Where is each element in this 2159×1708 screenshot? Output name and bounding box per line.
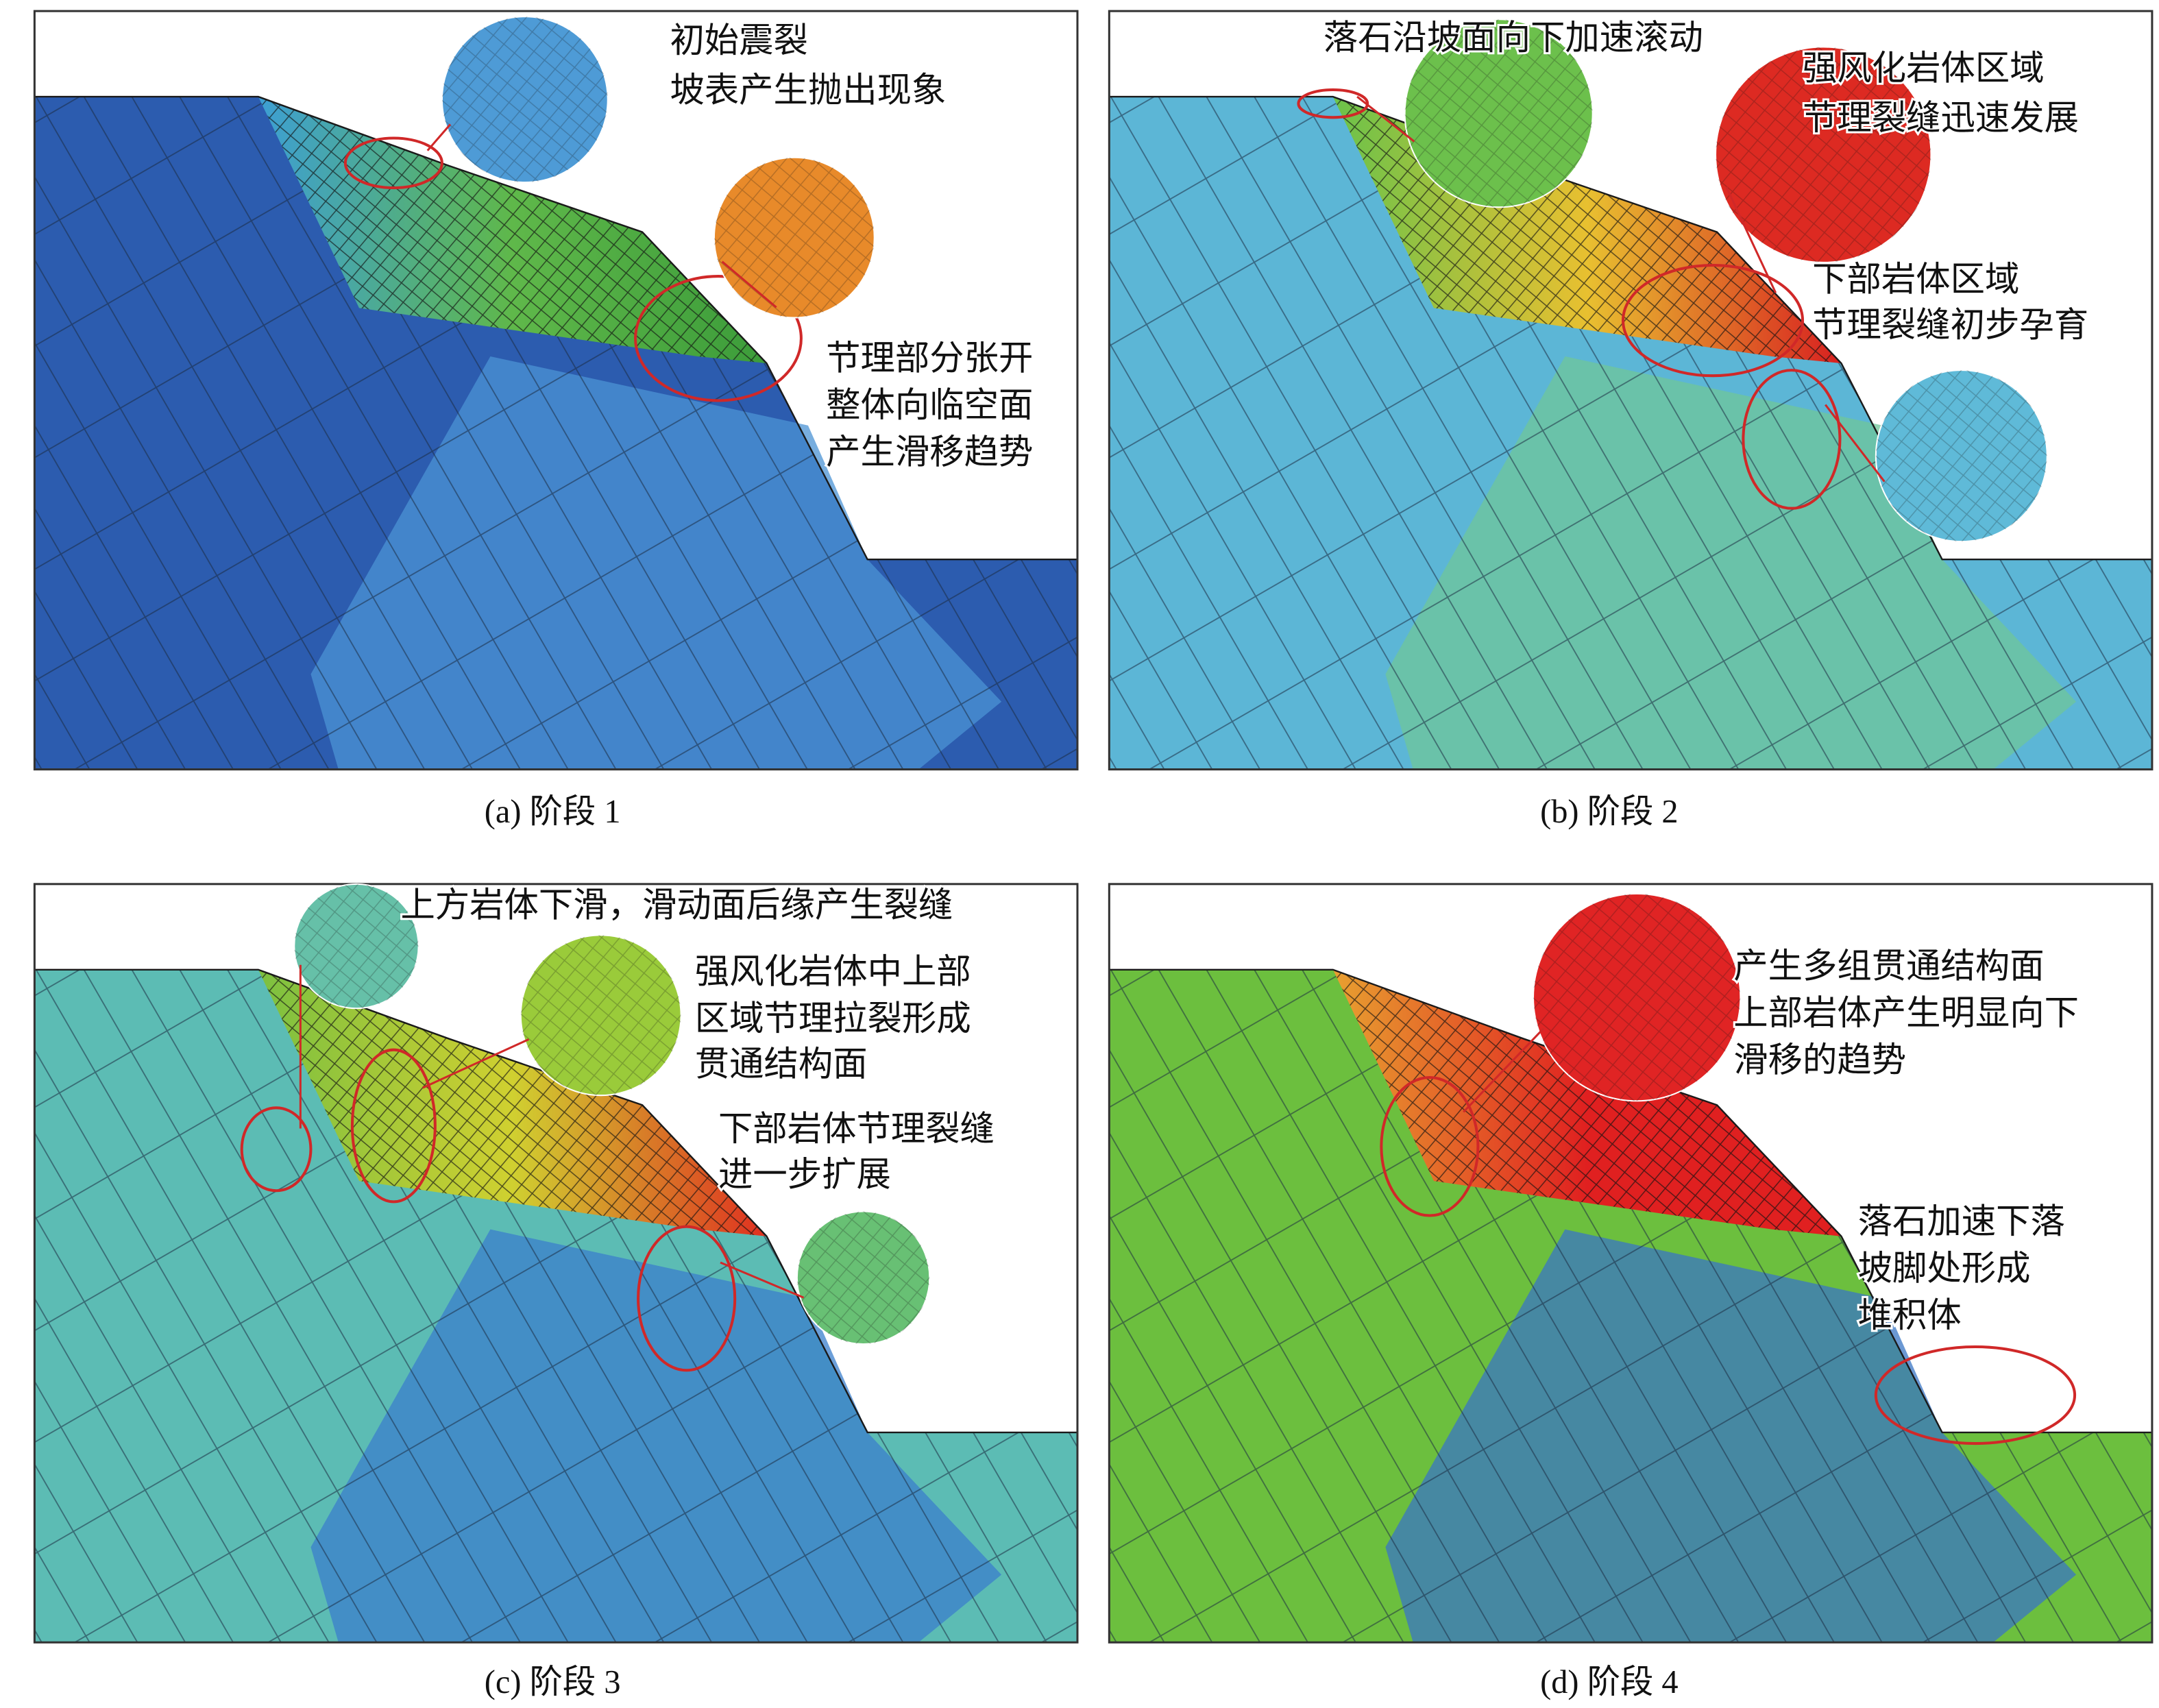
panel-caption: (d) 阶段 4: [1540, 1664, 1678, 1700]
panel: [1108, 883, 2154, 1644]
callout-arrow: [1725, 186, 1777, 293]
annotation: 产生多组贯通结构面: [1733, 947, 2044, 985]
annotation: 强风化岩体区域: [1803, 49, 2045, 87]
highlight-ellipse: [1742, 369, 1842, 510]
detail-inset-mesh: [1716, 47, 1931, 263]
detail-inset-mesh: [441, 16, 608, 183]
annotation: 节理裂缝迅速发展: [1803, 99, 2079, 137]
annotation: 节理裂缝初步孕育: [1812, 306, 2088, 344]
callout-arrow: [1356, 95, 1415, 143]
weathered-mesh: [1332, 969, 1842, 1236]
slope-outline: [34, 95, 1077, 770]
annotation: 区域节理拉裂形成: [695, 999, 971, 1038]
panel-border: [33, 10, 1079, 771]
highlight-ellipse: [634, 275, 803, 402]
highlight-ellipse: [637, 1225, 737, 1372]
callout-arrow: [720, 1261, 805, 1299]
annotation: 强风化岩体中上部: [695, 952, 971, 990]
panel-border: [1108, 10, 2154, 771]
annotation: 进一步扩展: [718, 1156, 891, 1194]
panel-caption: (a) 阶段 1: [485, 794, 621, 830]
detail-inset-mesh: [520, 935, 681, 1096]
detail-inset-mesh: [1533, 893, 1741, 1101]
annotation: 滑移的趋势: [1733, 1040, 1906, 1079]
joint-lines: [34, 969, 1077, 1643]
annotation: 初始震裂: [670, 21, 808, 60]
callout-arrow: [426, 123, 452, 151]
panel-caption: (c) 阶段 3: [485, 1664, 621, 1700]
simulation-image: [34, 883, 1077, 1643]
simulation-image: [1109, 883, 2152, 1643]
detail-inset-mesh: [294, 883, 419, 1009]
joint-lines: [1109, 97, 2152, 770]
callout-arrow: [1463, 1027, 1545, 1113]
joint-lines: [1109, 969, 2152, 1643]
annotation: 上部岩体产生明显向下: [1733, 994, 2079, 1032]
callout-arrow: [422, 1038, 530, 1089]
panel-caption: (b) 阶段 2: [1540, 794, 1678, 830]
detail-inset-mesh: [796, 1211, 930, 1344]
annotation: 下部岩体节理裂缝: [718, 1110, 995, 1148]
panel-border: [1108, 883, 2154, 1644]
panel: [33, 883, 1079, 1644]
annotation: 落石沿坡面向下加速滚动: [1324, 19, 1703, 57]
annotation: 坡脚处形成: [1858, 1249, 2031, 1288]
slope-outline: [1109, 968, 2152, 1643]
highlight-ellipse: [1874, 1345, 2077, 1445]
callout-arrow: [721, 260, 777, 308]
panel-border: [33, 883, 1079, 1644]
highlight-ellipse: [343, 136, 443, 190]
joint-lines: [34, 97, 1077, 770]
annotation: 上方岩体下滑，滑动面后缘产生裂缝: [400, 886, 953, 925]
annotation: 产生滑移趋势: [826, 433, 1033, 472]
highlight-ellipse: [1380, 1075, 1480, 1217]
annotation: 节理部分张开: [826, 339, 1033, 378]
weathered-mesh: [258, 969, 767, 1236]
annotation: 整体向临空面: [826, 386, 1033, 424]
highlight-ellipse: [350, 1048, 437, 1204]
highlight-ellipse: [240, 1106, 313, 1193]
annotation: 下部岩体区域: [1812, 260, 2019, 299]
annotation: 贯通结构面: [695, 1045, 868, 1083]
detail-inset-mesh: [1875, 370, 2047, 542]
highlight-ellipse: [1622, 263, 1805, 378]
detail-inset-mesh: [1404, 19, 1593, 208]
callout-arrow: [1825, 404, 1886, 483]
weathered-mesh: [258, 97, 767, 364]
annotation: 落石加速下落: [1858, 1202, 2065, 1241]
detail-inset-mesh: [713, 157, 875, 318]
annotation: 坡表产生抛出现象: [670, 71, 946, 110]
annotation: 堆积体: [1858, 1296, 1962, 1334]
